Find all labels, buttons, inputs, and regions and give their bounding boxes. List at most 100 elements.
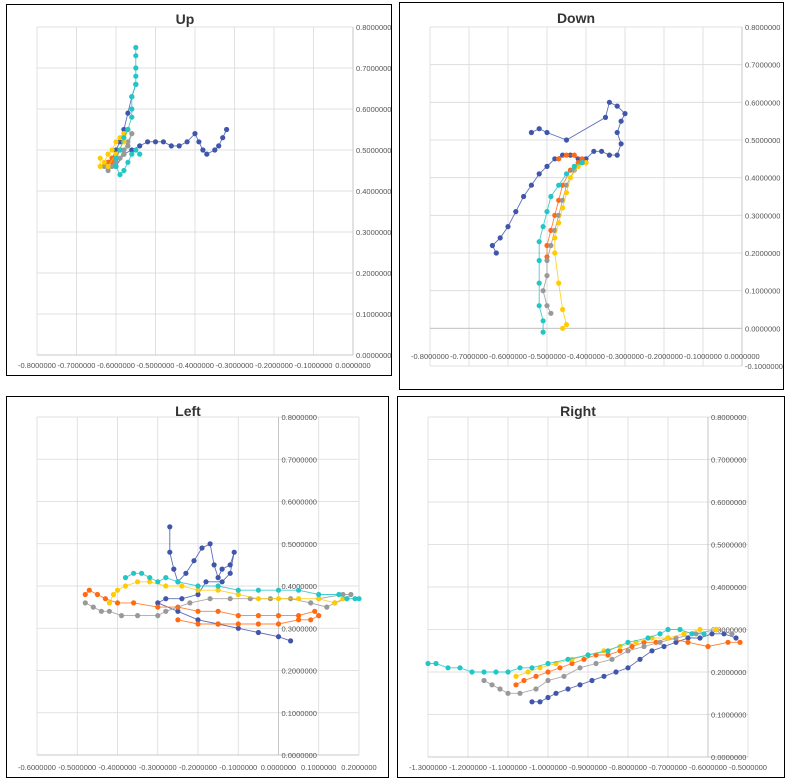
data-point (689, 631, 695, 637)
data-point (235, 621, 241, 627)
chart-title: Up (176, 11, 195, 27)
data-point (356, 596, 362, 602)
x-tick-label: -0.1000000 (295, 361, 333, 370)
data-point (505, 224, 511, 230)
data-point (215, 621, 221, 627)
data-point (94, 591, 100, 598)
data-point (545, 660, 551, 667)
data-point (725, 639, 731, 645)
data-point (685, 639, 691, 645)
y-tick-label: 0.8000000 (745, 23, 780, 32)
data-point (557, 665, 563, 671)
data-point (544, 209, 550, 215)
data-point (316, 613, 322, 619)
data-point (216, 143, 222, 149)
data-point (235, 613, 241, 619)
data-point (147, 579, 153, 585)
data-point (579, 160, 585, 166)
data-point (577, 682, 583, 688)
data-point (548, 193, 554, 200)
data-point (348, 591, 354, 598)
data-point (212, 147, 218, 153)
data-point (563, 190, 570, 196)
data-point (117, 135, 123, 141)
data-point (122, 575, 129, 581)
data-point (137, 151, 143, 157)
chart-title: Left (175, 403, 201, 419)
data-point (545, 677, 551, 684)
y-tick-label: 0.0000000 (356, 351, 391, 360)
data-point (625, 648, 631, 654)
x-tick-label: -1.0000000 (529, 763, 567, 772)
data-point (255, 613, 261, 619)
data-point (505, 690, 511, 696)
series-3 (82, 591, 354, 619)
data-point (613, 669, 619, 675)
data-point (121, 167, 127, 174)
y-tick-label: 0.3000000 (711, 626, 746, 635)
data-point (617, 648, 623, 654)
data-point (152, 139, 159, 145)
data-point (685, 635, 691, 641)
data-point (641, 643, 647, 650)
data-point (171, 566, 177, 572)
data-point (544, 129, 550, 136)
data-point (101, 159, 107, 165)
data-point (255, 621, 261, 627)
data-point (577, 665, 583, 671)
data-point (163, 608, 169, 614)
data-point (155, 604, 161, 610)
data-point (227, 596, 233, 602)
data-point (661, 643, 667, 650)
y-tick-label: 0.8000000 (711, 413, 746, 422)
data-point (308, 600, 314, 606)
data-point (583, 156, 589, 162)
data-point (129, 114, 135, 120)
data-point (155, 579, 161, 585)
data-point (219, 579, 225, 585)
series-5 (113, 44, 143, 178)
data-point (709, 631, 715, 637)
data-point (697, 626, 703, 633)
x-tick-label: -0.8000000 (609, 763, 647, 772)
data-point (98, 608, 104, 614)
data-point (147, 575, 153, 581)
series-3 (481, 626, 735, 696)
chart-title: Down (557, 10, 595, 26)
data-point (517, 690, 523, 696)
data-point (544, 273, 550, 279)
data-point (560, 325, 566, 331)
data-point (231, 549, 237, 555)
data-point (569, 660, 575, 667)
data-point (97, 163, 103, 169)
data-point (609, 656, 615, 662)
series-5 (122, 570, 362, 602)
data-point (544, 257, 550, 264)
data-point (665, 635, 671, 641)
data-point (117, 155, 123, 161)
data-point (737, 639, 743, 645)
y-tick-label: 0.5000000 (745, 136, 780, 145)
data-point (585, 652, 591, 658)
data-point (565, 686, 571, 692)
data-point (215, 583, 221, 589)
data-point (109, 163, 115, 169)
data-point (493, 669, 499, 675)
y-tick-label: 0.7000000 (745, 61, 780, 70)
data-point (133, 44, 139, 51)
data-point (133, 81, 139, 87)
y-tick-label: 0.6000000 (282, 498, 317, 507)
x-tick-label: -0.6000000 (489, 352, 527, 361)
y-tick-label: 0.3000000 (356, 228, 391, 237)
data-point (533, 673, 539, 679)
series-2 (82, 587, 322, 627)
data-point (168, 143, 174, 149)
x-tick-label: -0.5000000 (58, 763, 96, 772)
data-point (97, 155, 103, 161)
x-tick-label: 0.2000000 (341, 763, 376, 772)
y-tick-label: 0.1000000 (356, 310, 391, 319)
data-point (109, 147, 115, 153)
data-point (133, 53, 139, 59)
data-point (521, 193, 527, 200)
data-point (195, 583, 201, 589)
